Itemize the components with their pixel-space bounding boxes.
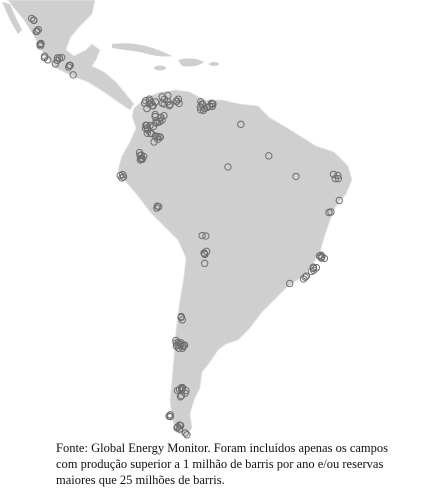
oil-field-marker xyxy=(224,163,232,171)
oil-field-marker xyxy=(285,279,294,288)
oil-field-marker xyxy=(143,129,151,138)
oil-field-marker xyxy=(69,71,77,79)
oil-field-marker xyxy=(334,171,342,180)
oil-field-marker xyxy=(173,423,182,431)
oil-field-marker xyxy=(29,16,38,24)
oil-field-marker xyxy=(175,344,183,352)
oil-field-marker xyxy=(200,259,209,268)
oil-field-marker xyxy=(118,174,126,182)
land-cuba xyxy=(112,43,172,57)
oil-field-marker xyxy=(317,254,326,262)
oil-field-marker xyxy=(33,27,41,35)
oil-field-marker xyxy=(36,42,45,50)
oil-field-marker xyxy=(136,151,144,160)
oil-field-marker xyxy=(177,421,185,430)
oil-field-marker xyxy=(53,54,62,62)
oil-field-marker xyxy=(176,393,185,401)
oil-field-marker xyxy=(183,431,191,439)
oil-field-marker xyxy=(196,103,204,111)
oil-field-marker xyxy=(27,14,36,23)
oil-field-marker xyxy=(329,170,338,178)
oil-field-marker xyxy=(153,202,161,210)
oil-field-marker xyxy=(160,111,168,120)
oil-field-marker xyxy=(181,429,190,437)
oil-field-marker xyxy=(176,340,184,348)
oil-field-marker xyxy=(172,336,180,345)
caption-line: Fonte: Global Energy Monitor. Foram incl… xyxy=(56,441,389,455)
oil-field-marker xyxy=(209,100,217,108)
oil-field-marker xyxy=(175,99,183,108)
oil-field-marker xyxy=(178,344,187,352)
oil-field-marker xyxy=(325,208,333,217)
oil-field-marker xyxy=(292,172,300,181)
oil-field-marker xyxy=(65,61,74,70)
land-hispaniola xyxy=(178,58,204,67)
caption-line: com produção superior a 1 milhão de barr… xyxy=(56,457,384,471)
map xyxy=(2,0,353,439)
oil-field-marker xyxy=(317,251,325,259)
oil-field-marker xyxy=(145,100,153,108)
caption: Fonte: Global Energy Monitor. Foram incl… xyxy=(56,440,436,488)
oil-field-marker xyxy=(140,99,149,107)
land-jamaica xyxy=(154,65,166,71)
caption-line: maiores que 25 milhões de barris. xyxy=(56,473,225,487)
oil-field-marker xyxy=(34,25,43,34)
oil-field-marker xyxy=(175,425,184,433)
oil-field-marker xyxy=(177,312,185,321)
oil-field-marker xyxy=(150,138,158,146)
oil-field-marker xyxy=(237,120,245,129)
oil-field-marker xyxy=(301,273,309,281)
oil-field-marker xyxy=(40,54,49,62)
oil-field-marker xyxy=(145,95,154,103)
oil-field-marker xyxy=(143,124,152,132)
oil-field-marker xyxy=(302,272,311,280)
oil-field-marker xyxy=(118,170,127,179)
oil-field-marker xyxy=(178,386,186,394)
oil-field-marker xyxy=(158,116,166,124)
oil-field-marker xyxy=(334,174,343,183)
oil-field-marker xyxy=(166,412,175,421)
oil-field-marker xyxy=(198,231,206,240)
oil-field-marker xyxy=(335,196,343,205)
oil-field-marker xyxy=(151,110,159,119)
land-puerto-rico xyxy=(209,62,219,66)
oil-field-marker xyxy=(164,97,172,106)
oil-field-marker xyxy=(312,263,321,272)
oil-field-marker xyxy=(309,263,318,271)
oil-field-marker xyxy=(202,232,210,240)
oil-field-marker xyxy=(174,95,183,103)
oil-field-marker xyxy=(202,247,211,256)
oil-field-marker xyxy=(165,101,174,110)
oil-field-marker xyxy=(265,152,273,160)
oil-fields xyxy=(27,14,343,439)
land-baja xyxy=(2,2,22,34)
